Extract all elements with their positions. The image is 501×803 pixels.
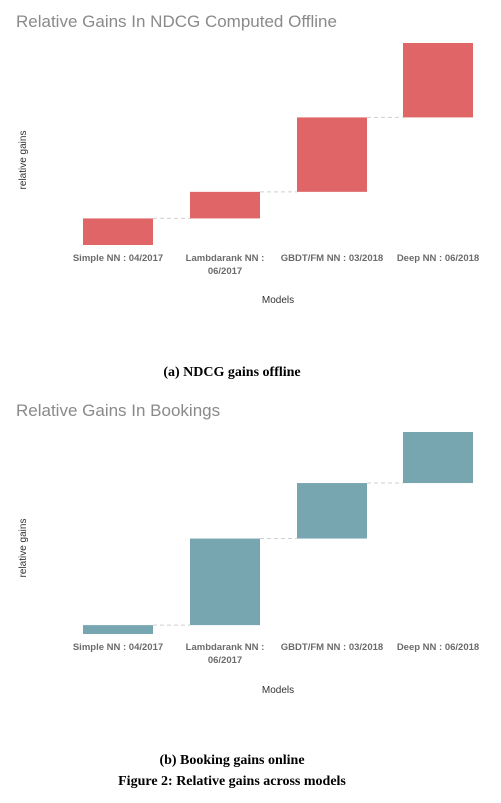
chart-a: Relative Gains In NDCG Computed Offline … bbox=[16, 12, 479, 380]
figure-caption: Figure 2: Relative gains across models bbox=[118, 774, 346, 789]
chart-b-y-axis-label: relative gains bbox=[18, 519, 29, 578]
x-tick-label: Lambdarank NN :06/2017 bbox=[186, 253, 265, 277]
bar-4 bbox=[403, 43, 473, 118]
bar-4 bbox=[403, 432, 473, 484]
bar-3 bbox=[297, 117, 367, 192]
chart-b-x-axis-label: Models bbox=[262, 685, 294, 696]
chart-a-title: Relative Gains In NDCG Computed Offline bbox=[16, 12, 337, 31]
chart-b-bars bbox=[83, 432, 473, 634]
chart-a-y-axis-label: relative gains bbox=[18, 131, 29, 190]
bar-1 bbox=[83, 625, 153, 634]
bar-3 bbox=[297, 483, 367, 539]
x-tick-label: Deep NN : 06/2018 bbox=[397, 642, 479, 653]
x-tick-label: GBDT/FM NN : 03/2018 bbox=[281, 253, 383, 264]
x-tick-label: Simple NN : 04/2017 bbox=[73, 253, 163, 264]
chart-b-x-ticks: Simple NN : 04/2017 Lambdarank NN :06/201… bbox=[73, 642, 479, 666]
x-tick-label: GBDT/FM NN : 03/2018 bbox=[281, 642, 383, 653]
x-tick-label: Deep NN : 06/2018 bbox=[397, 253, 479, 264]
chart-b-caption: (b) Booking gains online bbox=[159, 753, 304, 768]
x-tick-label: Simple NN : 04/2017 bbox=[73, 642, 163, 653]
chart-b: Relative Gains In Bookings relative gain… bbox=[16, 401, 479, 768]
chart-a-x-ticks: Simple NN : 04/2017 Lambdarank NN :06/201… bbox=[73, 253, 479, 277]
chart-a-bars bbox=[83, 43, 473, 245]
bar-2 bbox=[190, 191, 260, 219]
bar-1 bbox=[83, 218, 153, 245]
x-tick-label: Lambdarank NN :06/2017 bbox=[186, 642, 265, 666]
chart-b-title: Relative Gains In Bookings bbox=[16, 401, 220, 420]
chart-a-caption: (a) NDCG gains offline bbox=[163, 365, 300, 380]
bar-2 bbox=[190, 538, 260, 626]
chart-a-x-axis-label: Models bbox=[262, 295, 294, 306]
